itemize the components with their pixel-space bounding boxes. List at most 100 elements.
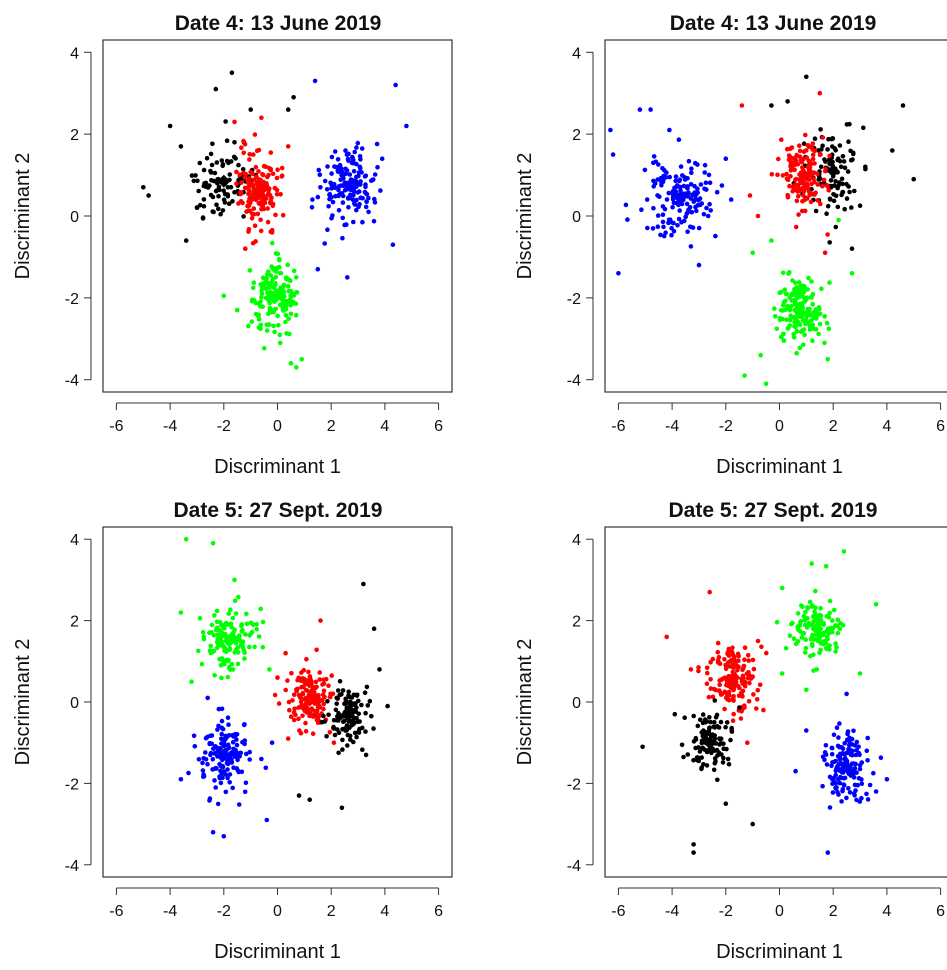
data-point: [704, 763, 710, 768]
data-point: [714, 189, 720, 195]
data-point: [799, 208, 805, 214]
data-point: [688, 667, 694, 672]
data-point: [884, 777, 890, 782]
y-tick-label: 4: [70, 532, 79, 549]
data-point: [846, 786, 851, 791]
data-point: [239, 180, 244, 185]
data-point: [810, 313, 816, 318]
data-point: [344, 168, 350, 173]
data-point: [226, 201, 232, 206]
data-point: [810, 338, 815, 344]
data-point: [230, 785, 235, 791]
data-point: [234, 181, 239, 186]
data-point: [250, 171, 255, 176]
data-point: [795, 611, 801, 616]
data-point: [846, 742, 852, 748]
data-point: [346, 689, 352, 695]
data-point: [827, 598, 833, 604]
data-point: [800, 631, 805, 636]
data-point: [327, 196, 332, 202]
data-point: [707, 726, 712, 731]
data-point: [783, 645, 789, 651]
data-point: [655, 224, 661, 229]
data-point: [742, 657, 747, 662]
data-point: [232, 190, 237, 195]
data-point: [274, 175, 280, 181]
data-point: [702, 735, 707, 740]
data-point: [240, 200, 245, 206]
data-point: [804, 317, 809, 323]
data-point: [217, 656, 222, 662]
data-point: [209, 630, 214, 635]
data-point: [793, 158, 799, 163]
data-point: [695, 162, 700, 167]
data-point: [293, 712, 298, 718]
x-tick-label: -2: [719, 418, 733, 435]
data-point: [263, 286, 269, 291]
data-point: [259, 756, 264, 762]
data-point: [849, 752, 855, 758]
data-point: [223, 789, 229, 795]
data-point: [339, 183, 344, 188]
data-point: [849, 246, 855, 251]
data-point: [820, 143, 825, 149]
data-point: [247, 644, 252, 650]
data-point: [273, 274, 279, 280]
data-point: [815, 182, 821, 187]
data-point: [358, 157, 363, 162]
data-point: [849, 761, 855, 766]
data-point: [878, 755, 884, 760]
data-point: [364, 684, 370, 690]
data-point: [364, 199, 369, 204]
data-point: [707, 589, 712, 595]
data-point: [331, 717, 337, 723]
data-point: [663, 174, 669, 180]
data-point: [314, 717, 320, 722]
data-point: [788, 163, 794, 169]
data-point: [249, 629, 255, 635]
data-point: [279, 165, 285, 171]
data-point: [798, 619, 804, 624]
data-point: [242, 185, 248, 191]
data-point: [335, 688, 341, 693]
data-point: [342, 726, 348, 731]
data-point: [360, 219, 365, 225]
data-point: [857, 671, 863, 676]
data-point: [692, 183, 697, 189]
data-point: [808, 318, 814, 323]
data-point: [659, 180, 664, 185]
data-point: [315, 266, 321, 272]
data-point: [300, 713, 305, 719]
data-point: [208, 168, 213, 174]
x-tick-label: -2: [217, 418, 231, 435]
data-point: [816, 305, 822, 310]
data-point: [696, 745, 701, 750]
scatter-panel-3: Date 5: 27 Sept. 2019 -6 -4 -2 0 2 4 6 Discrimin…: [12, 499, 453, 963]
data-point: [818, 127, 823, 132]
data-point: [844, 691, 849, 697]
data-point: [270, 203, 276, 209]
data-point: [265, 290, 270, 296]
data-point: [303, 729, 309, 734]
data-point: [781, 300, 787, 305]
data-point: [794, 198, 800, 204]
data-point: [691, 757, 696, 763]
data-point: [247, 152, 252, 157]
data-point: [855, 782, 860, 788]
data-point: [286, 277, 292, 282]
data-point: [268, 273, 274, 278]
data-point: [197, 160, 203, 166]
data-point: [274, 288, 280, 294]
data-point: [695, 723, 701, 729]
data-point: [844, 795, 849, 801]
y-axis-label: Discriminant 2: [12, 153, 34, 280]
data-point: [688, 196, 694, 201]
data-point: [698, 182, 704, 187]
data-point: [863, 164, 868, 170]
data-point: [804, 74, 809, 80]
data-point: [296, 716, 301, 722]
x-tick-label: 2: [327, 903, 336, 920]
data-point: [354, 145, 359, 150]
data-point: [183, 536, 189, 542]
data-point: [815, 198, 821, 203]
